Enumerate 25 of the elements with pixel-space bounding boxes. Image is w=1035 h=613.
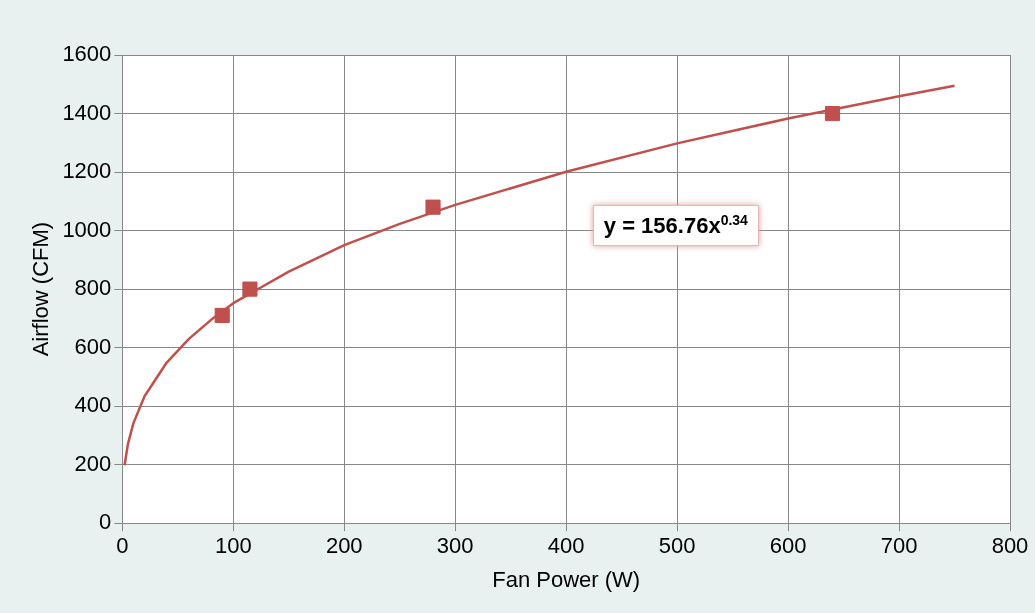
x-tick-label: 300 xyxy=(436,533,474,559)
point xyxy=(824,105,841,122)
point xyxy=(214,307,230,324)
y-tick-label: 1600 xyxy=(62,41,112,67)
y-tick-label: 1200 xyxy=(62,158,112,184)
annotation: y = 156.76x$^{0.34}$ xyxy=(592,204,759,247)
y-tick-label: 600 xyxy=(74,333,112,359)
x-tick-label: 700 xyxy=(880,533,918,559)
y-tick-label: 0 xyxy=(99,509,112,535)
x-tick-label: 400 xyxy=(547,533,585,559)
x-tick-label: 200 xyxy=(325,533,363,559)
y-tick-label: 1400 xyxy=(62,99,112,125)
x-tick-label: 100 xyxy=(214,533,252,559)
x-tick-label: 800 xyxy=(991,533,1029,559)
point xyxy=(242,281,258,297)
x-axis-title: Fan Power (W) xyxy=(492,566,641,592)
x-tick-label: 0 xyxy=(116,533,129,559)
y-tick-label: 1000 xyxy=(62,216,112,242)
x-tick-label: 500 xyxy=(658,533,696,559)
y-tick-label: 200 xyxy=(74,450,112,476)
y-tick-label: 400 xyxy=(74,392,112,418)
x-tick-label: 600 xyxy=(769,533,807,559)
y-axis-title: Airflow (CFM) xyxy=(28,221,54,357)
point xyxy=(425,199,441,215)
y-tick-label: 800 xyxy=(74,275,112,301)
